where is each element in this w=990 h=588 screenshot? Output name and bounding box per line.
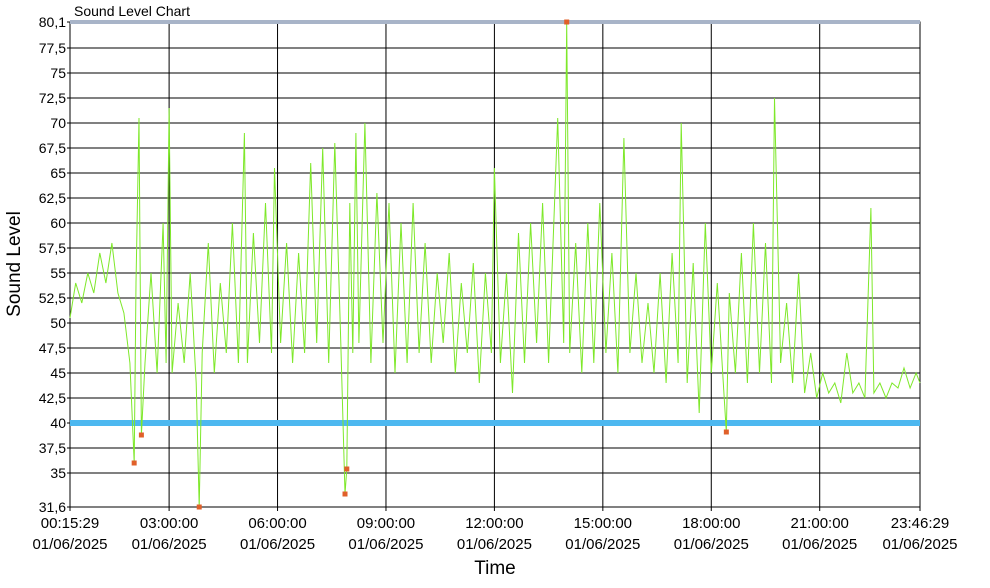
alarm-marker — [138, 432, 144, 438]
x-tick-label: 21:00:00 — [791, 515, 849, 532]
x-tick-label: 18:00:00 — [682, 515, 740, 532]
x-tick-date: 01/06/2025 — [457, 536, 532, 553]
x-tick-date: 01/06/2025 — [240, 536, 315, 553]
y-tick-label: 45 — [50, 365, 66, 381]
alarm-marker — [564, 19, 570, 25]
y-tick-label: 52,5 — [39, 290, 66, 306]
y-tick-label: 60 — [50, 215, 66, 231]
y-tick-label: 55 — [50, 265, 66, 281]
x-tick-label: 12:00:00 — [465, 515, 523, 532]
alarm-marker — [131, 460, 137, 466]
x-tick-date: 01/06/2025 — [882, 536, 957, 553]
y-tick-label: 31,6 — [39, 499, 66, 515]
y-tick-label: 57,5 — [39, 240, 66, 256]
y-tick-label: 77,5 — [39, 40, 66, 56]
x-tick-label: 15:00:00 — [574, 515, 632, 532]
x-axis-label: Time — [474, 558, 516, 579]
x-tick-label: 06:00:00 — [248, 515, 306, 532]
x-tick-label: 03:00:00 — [140, 515, 198, 532]
y-tick-label: 50 — [50, 315, 66, 331]
series-line — [69, 21, 921, 508]
y-tick-label: 75 — [50, 65, 66, 81]
alarm-marker — [723, 429, 729, 435]
x-tick-label: 00:15:29 — [41, 515, 99, 532]
y-tick-label: 65 — [50, 165, 66, 181]
chart-title: Sound Level Chart — [74, 3, 190, 19]
y-tick-label: 37,5 — [39, 440, 66, 456]
y-tick-label: 62,5 — [39, 190, 66, 206]
x-tick-label: 23:46:29 — [891, 515, 949, 532]
x-tick-date: 01/06/2025 — [348, 536, 423, 553]
y-tick-label: 40 — [50, 415, 66, 431]
alarm-marker — [196, 504, 202, 510]
x-tick-date: 01/06/2025 — [565, 536, 640, 553]
y-tick-label: 70 — [50, 115, 66, 131]
y-tick-label: 67,5 — [39, 140, 66, 156]
x-tick-label: 09:00:00 — [357, 515, 415, 532]
y-tick-label: 72,5 — [39, 90, 66, 106]
y-tick-label: 47,5 — [39, 340, 66, 356]
x-tick-date: 01/06/2025 — [674, 536, 749, 553]
alarm-marker — [344, 466, 350, 472]
y-tick-label: 42,5 — [39, 390, 66, 406]
y-tick-label: 80,1 — [39, 14, 66, 30]
y-tick-label: 35 — [50, 465, 66, 481]
x-tick-date: 01/06/2025 — [132, 536, 207, 553]
y-axis-label: Sound Level — [4, 211, 25, 317]
x-tick-date: 01/06/2025 — [32, 536, 107, 553]
x-tick-date: 01/06/2025 — [782, 536, 857, 553]
alarm-marker — [342, 491, 348, 497]
